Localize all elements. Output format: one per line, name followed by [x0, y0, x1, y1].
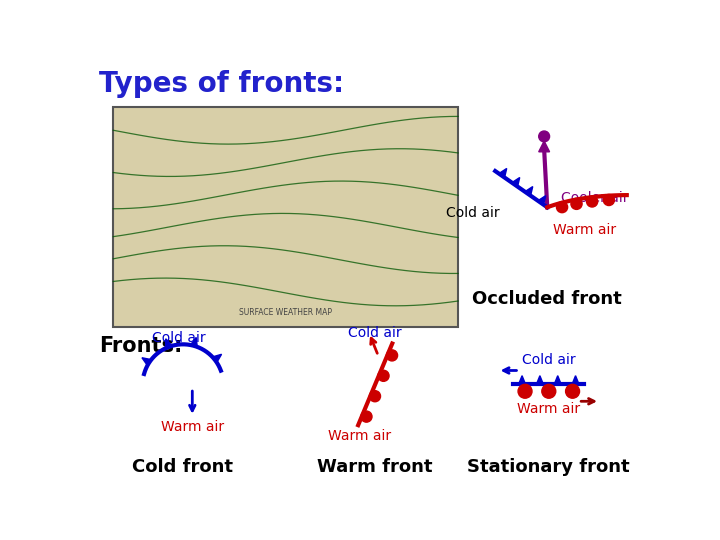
Polygon shape: [499, 168, 507, 178]
Polygon shape: [554, 376, 561, 384]
Text: Cold air: Cold air: [348, 326, 402, 340]
Polygon shape: [212, 354, 222, 362]
Circle shape: [587, 196, 598, 207]
Circle shape: [566, 384, 580, 398]
Text: Stationary front: Stationary front: [467, 457, 630, 476]
Polygon shape: [538, 195, 546, 205]
Circle shape: [539, 131, 549, 142]
Text: Warm air: Warm air: [554, 224, 616, 238]
Polygon shape: [166, 339, 172, 348]
Circle shape: [603, 194, 614, 206]
Text: Warm air: Warm air: [161, 421, 224, 435]
Circle shape: [518, 384, 532, 398]
Text: Warm air: Warm air: [328, 429, 391, 443]
Circle shape: [387, 350, 397, 361]
Text: Warm air: Warm air: [517, 402, 580, 416]
Text: Warm front: Warm front: [318, 457, 433, 476]
Polygon shape: [536, 376, 544, 384]
Polygon shape: [525, 187, 533, 195]
Text: Cold air: Cold air: [522, 353, 575, 367]
Polygon shape: [512, 178, 520, 187]
Circle shape: [557, 201, 567, 213]
Polygon shape: [191, 338, 197, 347]
Circle shape: [571, 198, 582, 210]
Circle shape: [378, 370, 389, 381]
Text: Fronts:: Fronts:: [99, 336, 183, 356]
Circle shape: [542, 384, 556, 398]
Polygon shape: [518, 376, 526, 384]
Text: SURFACE WEATHER MAP: SURFACE WEATHER MAP: [239, 308, 332, 317]
Text: Occluded front: Occluded front: [472, 291, 622, 308]
Polygon shape: [142, 357, 151, 366]
Text: Cooler air: Cooler air: [561, 191, 629, 205]
Text: Types of fronts:: Types of fronts:: [99, 70, 344, 98]
Circle shape: [361, 411, 372, 422]
Polygon shape: [572, 376, 579, 384]
Circle shape: [369, 390, 381, 402]
Text: Cold air: Cold air: [446, 206, 499, 220]
Text: Cold front: Cold front: [132, 457, 233, 476]
Polygon shape: [539, 141, 549, 152]
Text: Cold air: Cold air: [153, 331, 206, 345]
Bar: [113, 107, 458, 327]
